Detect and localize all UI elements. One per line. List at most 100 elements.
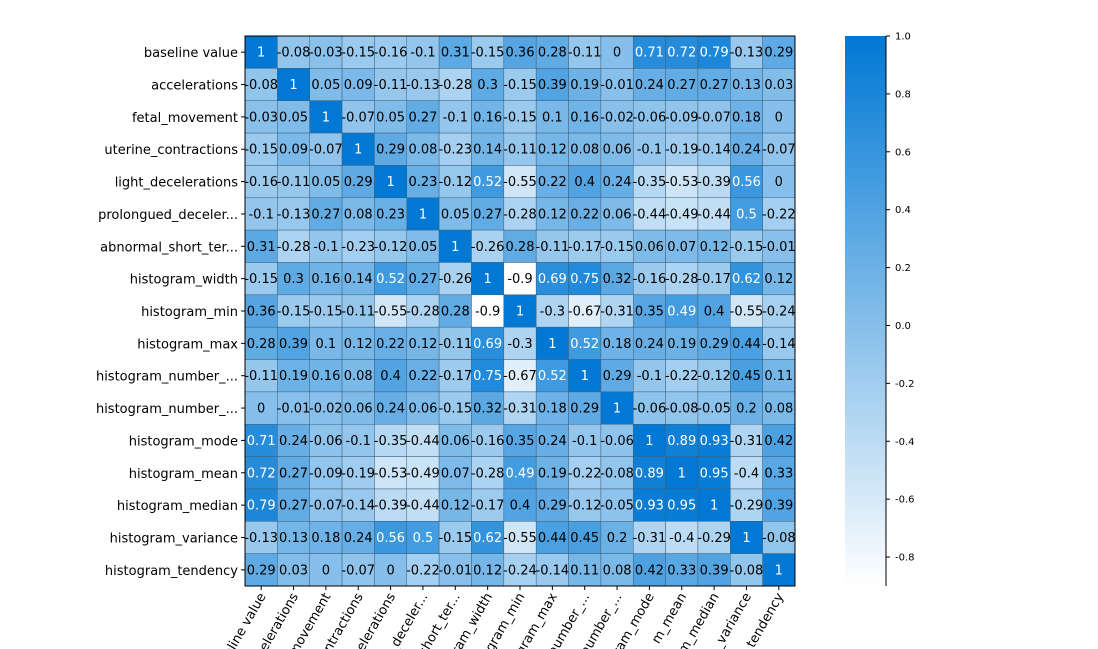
column-tick-labels: eline valuecelerations_movementontractio… <box>221 586 787 649</box>
cell-annotation: 0 <box>775 175 783 190</box>
row-tick-label: histogram_number_... <box>96 370 238 385</box>
heatmap-cell <box>600 423 634 457</box>
cell-annotation: 0.39 <box>764 499 793 514</box>
cell-annotation: -0.22 <box>762 207 796 222</box>
cell-annotation: 0.62 <box>473 531 502 546</box>
heatmap-cell <box>374 229 408 263</box>
cell-annotation: -0.12 <box>568 499 602 514</box>
heatmap-cell <box>438 391 472 425</box>
heatmap-cell <box>503 391 537 425</box>
cell-annotation: 0.12 <box>344 337 373 352</box>
heatmap-cell <box>503 100 537 134</box>
colorbar: 1.0 0.8 0.6 0.4 0.2 0.0 -0.2 -0.4 -0.6 -0.8 <box>845 32 915 586</box>
heatmap-cell <box>503 521 537 554</box>
heatmap-cell <box>277 423 310 457</box>
heatmap-cell <box>244 326 278 360</box>
cell-annotation: -0.29 <box>730 499 764 514</box>
cell-annotation: 0.32 <box>603 272 632 287</box>
heatmap-cell <box>762 553 796 587</box>
cell-annotation: 1 <box>386 175 394 190</box>
cell-annotation: 0.08 <box>344 207 373 222</box>
cell-annotation: 0.3 <box>477 78 498 93</box>
cell-annotation: 0.06 <box>441 434 470 449</box>
heatmap-cell <box>503 294 537 328</box>
heatmap-cell <box>632 132 666 166</box>
cell-annotation: -0.9 <box>507 272 532 287</box>
heatmap-cell <box>309 359 343 393</box>
heatmap-cell <box>535 326 569 360</box>
cell-annotation: 0.08 <box>570 143 599 158</box>
cell-annotation: 0.45 <box>732 369 761 384</box>
cell-annotation: 0.31 <box>247 240 276 255</box>
cell-annotation: 0.31 <box>441 46 470 61</box>
heatmap-cell <box>277 456 310 490</box>
cell-annotation: 0.13 <box>279 531 308 546</box>
heatmap-cell <box>277 165 310 199</box>
cell-annotation: -0.28 <box>471 466 505 481</box>
cell-annotation: -0.28 <box>503 207 537 222</box>
cell-annotation: 0.35 <box>506 434 535 449</box>
heatmap-cell <box>374 68 408 101</box>
heatmap-cell <box>665 100 699 134</box>
cell-annotation: -0.3 <box>507 337 532 352</box>
heatmap-cell <box>277 100 310 134</box>
cell-annotation: -0.44 <box>697 207 731 222</box>
heatmap-cell <box>665 229 699 263</box>
heatmap-cell <box>277 132 310 166</box>
heatmap-cell <box>438 294 472 328</box>
heatmap-annotations: 1 -0.08-0.03-0.15-0.16 -0.1 0.31 -0.15 0.36 0.… <box>244 46 795 579</box>
heatmap-cell <box>730 553 763 587</box>
heatmap-cell <box>406 294 440 328</box>
cell-annotation: -0.1 <box>637 143 662 158</box>
cell-annotation: 0.27 <box>279 466 308 481</box>
cell-annotation: -0.06 <box>600 434 634 449</box>
cell-annotation: -0.17 <box>471 499 505 514</box>
cell-annotation: 0.24 <box>603 175 632 190</box>
cell-annotation: -0.31 <box>730 434 764 449</box>
heatmap-cell <box>341 456 375 490</box>
heatmap-border <box>244 35 796 587</box>
cell-annotation: -0.11 <box>341 305 375 320</box>
cell-annotation: 0.1 <box>316 337 337 352</box>
cell-annotation: -0.35 <box>633 175 667 190</box>
heatmap-cell <box>632 423 666 457</box>
heatmap-cell <box>697 165 731 199</box>
heatmap-cell <box>309 262 343 296</box>
heatmap-cell <box>762 229 796 263</box>
heatmap-cell <box>697 262 731 296</box>
cell-annotation: 0.07 <box>441 466 470 481</box>
colorbar-tick-label: -0.2 <box>895 379 915 390</box>
heatmap-cell <box>309 132 343 166</box>
cell-annotation: -0.35 <box>374 434 408 449</box>
cell-annotation: -0.55 <box>374 305 408 320</box>
cell-annotation: 0.06 <box>408 402 437 417</box>
heatmap-cell <box>568 521 602 554</box>
cell-annotation: 0.05 <box>311 175 340 190</box>
cell-annotation: 0.69 <box>538 272 567 287</box>
cell-annotation: 0.05 <box>441 207 470 222</box>
cell-annotation: 0.39 <box>700 563 729 578</box>
heatmap-cell <box>406 521 440 554</box>
cell-annotation: 1 <box>289 78 297 93</box>
cell-annotation: 0.06 <box>603 143 632 158</box>
row-tick-label: histogram_max <box>137 337 238 352</box>
colorbar-tick-label: 0.2 <box>895 263 911 274</box>
heatmap-cell <box>406 100 440 134</box>
cell-annotation: -0.15 <box>438 402 472 417</box>
row-tick-label: fetal_movement <box>132 111 238 126</box>
cell-annotation: 1 <box>581 369 589 384</box>
heatmap-cell <box>665 488 699 522</box>
heatmap-cell <box>471 229 505 263</box>
heatmap-cell <box>665 456 699 490</box>
cell-annotation: 1 <box>678 466 686 481</box>
heatmap-cell <box>374 100 408 134</box>
cell-annotation: -0.15 <box>244 143 278 158</box>
heatmap-cell <box>762 100 796 134</box>
colorbar-tick-label: 0.6 <box>895 147 911 158</box>
cell-annotation: 0 <box>386 563 394 578</box>
heatmap-cell <box>535 197 569 231</box>
heatmap-cell <box>535 68 569 101</box>
cell-annotation: 0.28 <box>441 305 470 320</box>
cell-annotation: 0.22 <box>570 207 599 222</box>
cell-annotation: -0.15 <box>503 110 537 125</box>
